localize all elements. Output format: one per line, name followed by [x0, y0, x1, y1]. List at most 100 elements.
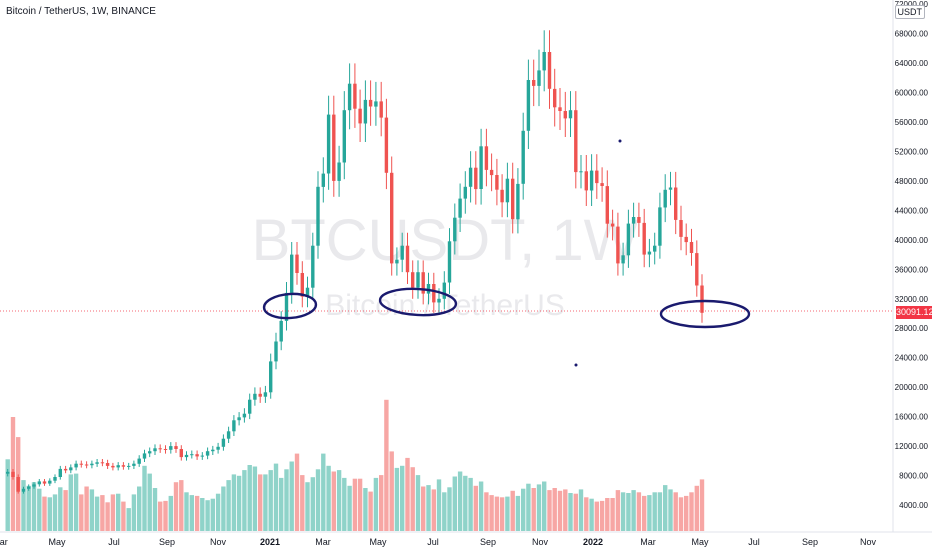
volume-bar	[526, 483, 531, 531]
volume-bar	[116, 493, 121, 531]
candle	[363, 80, 368, 142]
price-tick-label: 72000.00	[895, 0, 929, 9]
candle	[48, 478, 52, 486]
currency-badge[interactable]: USDT	[894, 5, 925, 19]
candle	[100, 459, 105, 467]
candle	[121, 462, 126, 470]
candle	[526, 59, 531, 149]
volume-bar	[168, 495, 173, 531]
volume-bar	[689, 492, 694, 531]
candle	[626, 209, 631, 268]
candle	[700, 274, 704, 323]
candle	[689, 228, 694, 266]
volume-bar	[331, 471, 336, 531]
candle	[447, 228, 452, 294]
candle	[311, 232, 315, 299]
volume-bar	[547, 490, 552, 531]
candle	[584, 155, 588, 206]
volume-bar	[668, 489, 673, 531]
candle	[169, 442, 173, 454]
volume-bar	[173, 482, 179, 531]
candle	[205, 447, 210, 460]
candle	[163, 445, 168, 454]
volume-bar	[200, 498, 205, 531]
candle	[116, 462, 120, 471]
time-tick-label: Sep	[159, 537, 175, 547]
volume-bar	[599, 500, 605, 531]
candle	[84, 461, 89, 469]
candle	[553, 68, 557, 127]
price-tick-label: 8000.00	[899, 472, 928, 481]
volume-bar	[142, 465, 147, 531]
candle	[58, 465, 62, 480]
volume-bar	[589, 498, 594, 531]
volume-bar	[620, 492, 626, 531]
time-tick-label: Nov	[860, 537, 877, 547]
candle	[537, 49, 541, 107]
candle	[568, 91, 573, 137]
candle	[358, 89, 362, 142]
volume-bar	[510, 490, 515, 531]
time-tick-label: Jul	[748, 537, 760, 547]
candle	[432, 272, 436, 313]
volume-bar	[379, 475, 384, 531]
volume-bar	[310, 477, 315, 531]
candle	[63, 465, 68, 474]
volume-bar	[52, 494, 58, 531]
volume-bar	[694, 485, 699, 531]
candle	[137, 455, 141, 467]
volume-bar	[326, 465, 331, 531]
candle	[258, 387, 262, 403]
candle	[16, 474, 20, 494]
volume-bar	[215, 493, 221, 531]
candle	[90, 460, 94, 469]
candle	[411, 260, 415, 299]
candle	[42, 479, 47, 486]
candle	[32, 482, 36, 489]
volume-bar	[110, 494, 116, 531]
volume-bar	[100, 495, 105, 531]
volume-bar	[452, 476, 457, 531]
candle	[532, 59, 536, 107]
volume-bar	[610, 498, 615, 531]
annotation-circle-1	[262, 292, 318, 320]
candle	[226, 426, 231, 443]
price-tick-label: 28000.00	[895, 324, 929, 333]
volume-bar	[252, 466, 258, 531]
candle	[416, 260, 420, 299]
candle	[647, 238, 652, 268]
price-axis[interactable]: 4000.00 8000.00 12000.00 16000.00 20000.00 24…	[895, 0, 929, 510]
price-tick-label: 60000.00	[895, 89, 929, 98]
volume-bar	[58, 487, 63, 531]
candle	[321, 157, 325, 203]
candle	[132, 460, 136, 469]
volume-bar	[184, 492, 189, 531]
volume-bar	[584, 497, 589, 531]
time-tick-label: Sep	[480, 537, 496, 547]
candle	[95, 459, 99, 467]
volume-bar	[463, 475, 468, 531]
volume-bar	[247, 465, 252, 531]
candle	[421, 260, 425, 305]
candle	[563, 91, 567, 137]
last-price-label: 30091.12	[896, 306, 932, 320]
candle	[248, 393, 252, 420]
candle	[300, 261, 304, 308]
volume-bar	[347, 485, 352, 531]
time-tick-label: May	[369, 537, 387, 547]
volume-bar	[73, 473, 79, 531]
candle	[332, 95, 336, 197]
volume-bar	[84, 486, 89, 531]
volume-bar	[568, 493, 573, 531]
candle	[489, 153, 494, 192]
candle	[658, 192, 662, 259]
time-axis[interactable]: Mar May Jul Sep Nov 2021 Mar May Jul Sep Nov 2022 Ma…	[0, 537, 876, 547]
volume-bar	[31, 482, 37, 531]
candle	[458, 183, 462, 232]
price-tick-label: 64000.00	[895, 59, 929, 68]
candle	[542, 30, 546, 92]
volume-bar	[536, 484, 542, 531]
volume-bar	[457, 471, 463, 531]
